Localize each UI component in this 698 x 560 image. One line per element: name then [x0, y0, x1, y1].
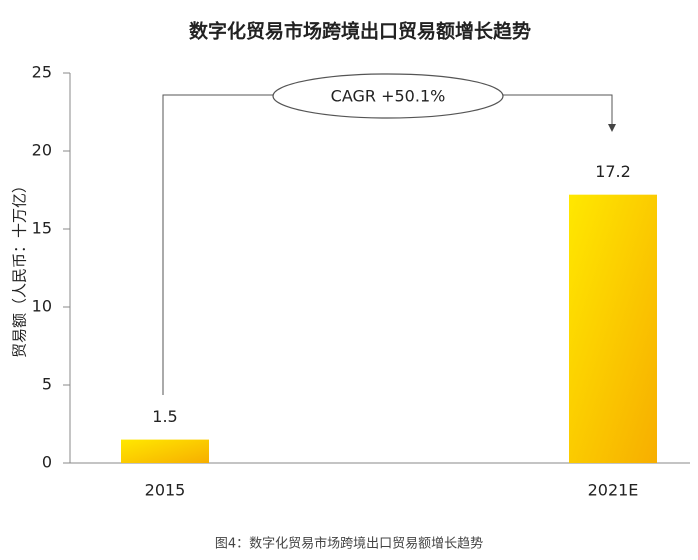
caption: 图4：数字化贸易市场跨境出口贸易额增长趋势: [215, 536, 483, 552]
y-tick-label: 15: [32, 219, 52, 238]
chart-title: 数字化贸易市场跨境出口贸易额增长趋势: [189, 20, 531, 43]
y-tick-label: 5: [42, 375, 52, 394]
data-label: 1.5: [152, 407, 177, 426]
y-tick-label: 25: [32, 63, 52, 82]
bar: [569, 194, 657, 463]
y-tick-label: 20: [32, 141, 52, 160]
data-label: 17.2: [595, 162, 631, 181]
y-tick-label: 10: [32, 297, 52, 316]
x-tick-label: 2021E: [588, 481, 639, 500]
y-tick-label: 0: [42, 453, 52, 472]
x-tick-label: 2015: [145, 481, 186, 500]
bar: [121, 439, 209, 463]
cagr-label: CAGR +50.1%: [331, 87, 446, 106]
cagr-bracket: [162, 94, 616, 395]
y-axis-label: 贸易额（人民币：十万亿）: [11, 178, 29, 358]
cagr-ellipse: [272, 73, 504, 119]
